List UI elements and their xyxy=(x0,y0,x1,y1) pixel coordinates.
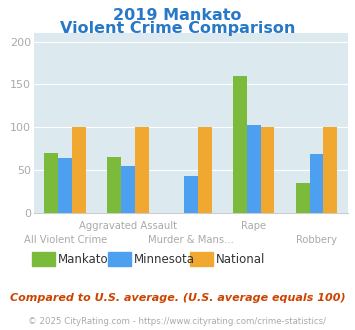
Text: Aggravated Assault: Aggravated Assault xyxy=(79,221,177,231)
Bar xyxy=(310,154,323,213)
Text: © 2025 CityRating.com - https://www.cityrating.com/crime-statistics/: © 2025 CityRating.com - https://www.city… xyxy=(28,317,327,326)
Bar xyxy=(296,183,310,213)
Bar xyxy=(44,153,58,213)
Bar xyxy=(233,76,247,213)
Text: All Violent Crime: All Violent Crime xyxy=(23,235,107,245)
Bar xyxy=(121,166,135,213)
Text: Violent Crime Comparison: Violent Crime Comparison xyxy=(60,21,295,36)
Bar xyxy=(135,127,149,213)
Bar xyxy=(323,127,337,213)
Bar xyxy=(184,176,198,213)
Text: Minnesota: Minnesota xyxy=(133,252,195,266)
Bar xyxy=(72,127,86,213)
Bar xyxy=(198,127,212,213)
Bar xyxy=(247,125,261,213)
Text: 2019 Mankato: 2019 Mankato xyxy=(113,8,242,23)
Bar xyxy=(261,127,274,213)
Text: National: National xyxy=(216,252,266,266)
Text: Compared to U.S. average. (U.S. average equals 100): Compared to U.S. average. (U.S. average … xyxy=(10,293,345,303)
Text: Mankato: Mankato xyxy=(58,252,109,266)
Text: Rape: Rape xyxy=(241,221,266,231)
Text: Murder & Mans...: Murder & Mans... xyxy=(148,235,234,245)
Text: Robbery: Robbery xyxy=(296,235,337,245)
Bar xyxy=(58,158,72,213)
Bar xyxy=(107,157,121,213)
